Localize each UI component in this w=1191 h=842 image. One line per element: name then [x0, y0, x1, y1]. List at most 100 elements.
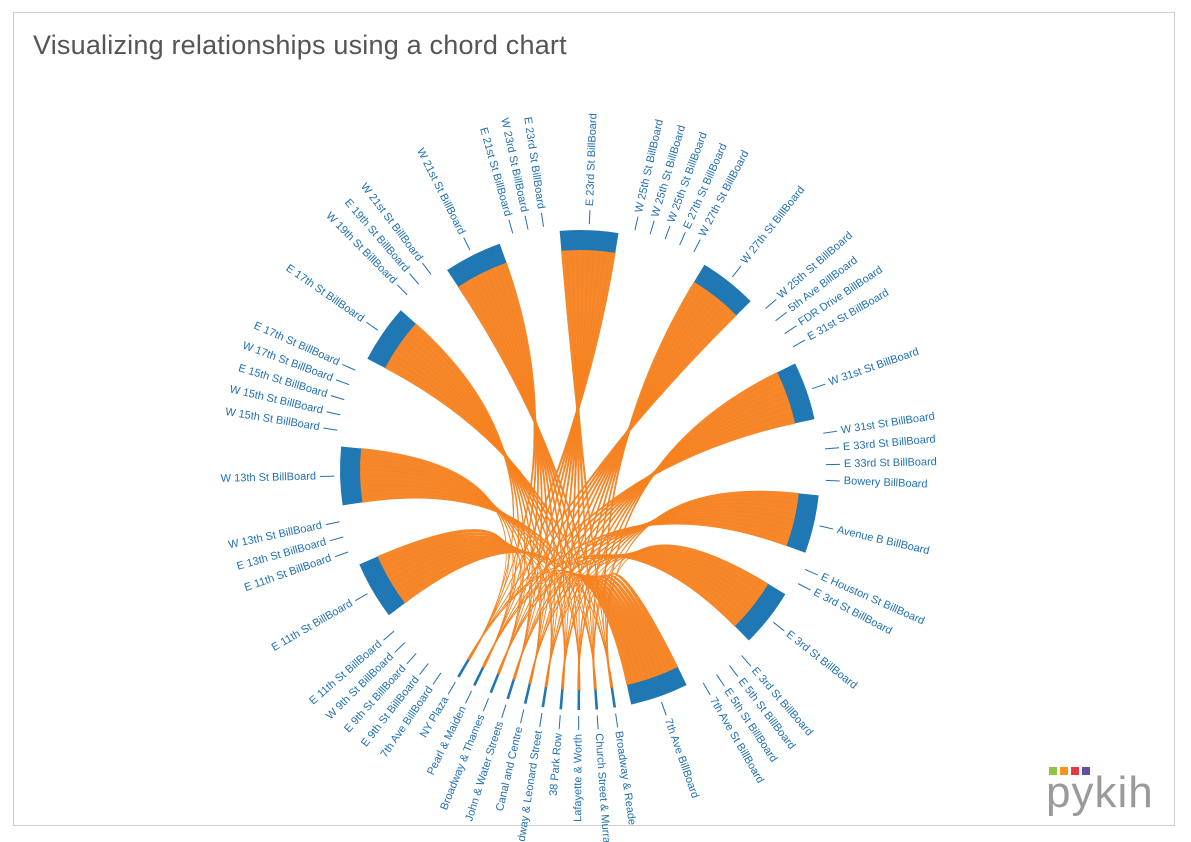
group-arc [559, 230, 619, 253]
logo-square-2 [1060, 767, 1068, 775]
group-tick [649, 220, 655, 235]
group-label: E 17th St BillBoard [284, 262, 367, 324]
group-label: Lafayette & Worth [572, 734, 584, 822]
group-tick [330, 395, 345, 401]
group-label: Avenue B BillBoard [836, 524, 931, 557]
group-tick [335, 379, 350, 386]
group-tick [540, 212, 545, 227]
group-tick [664, 225, 671, 240]
group-label: E 3rd St BillBoard [784, 629, 860, 692]
group-tick [520, 709, 525, 724]
group-arc [577, 689, 581, 710]
chart-title: Visualizing relationships using a chord … [33, 30, 567, 60]
group-arc [359, 556, 405, 616]
group-tick [329, 536, 344, 542]
group-label: W 27th St BillBoard [739, 184, 808, 266]
group-arc [559, 689, 564, 710]
group-arc [777, 363, 815, 424]
group-label: W 31st St BillBoard [827, 346, 920, 389]
group-tick [334, 551, 349, 558]
group-arc [506, 679, 515, 700]
group-tick [797, 583, 811, 591]
group-arc [786, 493, 819, 553]
group-label: W 21st St BillBoard [414, 146, 467, 236]
pykih-logo: pykih [1046, 763, 1166, 817]
group-tick [812, 383, 826, 390]
group-arc [626, 667, 687, 705]
group-arc [610, 687, 617, 708]
group-label: 38 Park Row [548, 733, 565, 797]
group-tick [679, 232, 686, 246]
group-tick [482, 698, 489, 712]
group-arc [489, 673, 500, 694]
group-tick [792, 339, 806, 348]
group-arc [594, 689, 599, 710]
group-tick [383, 630, 395, 641]
group-tick [588, 210, 591, 225]
group-tick [765, 299, 777, 309]
group-tick [524, 215, 529, 230]
group-tick [409, 273, 420, 285]
group-tick [702, 682, 711, 696]
group-tick [463, 237, 471, 251]
logo-square-3 [1071, 767, 1079, 775]
group-tick [326, 411, 341, 416]
group-arc [694, 264, 751, 316]
group-tick [825, 479, 840, 482]
group-tick [558, 715, 561, 730]
group-arc [523, 683, 531, 704]
group-arc [734, 583, 786, 641]
group-label: 7th Ave BillBoard [662, 717, 701, 800]
group-tick [406, 653, 417, 665]
group-tick [539, 712, 543, 727]
group-arc [473, 666, 485, 687]
group-arc [457, 659, 470, 678]
group-tick [365, 321, 378, 331]
group-tick [825, 447, 840, 450]
group-tick [661, 701, 667, 716]
group-label: Church Street & Murray [593, 733, 613, 842]
logo-square-4 [1082, 767, 1090, 775]
group-tick [804, 568, 819, 576]
group-tick [693, 239, 701, 253]
group-tick [465, 690, 473, 704]
group-label: E 23rd St BillBoard [584, 113, 600, 206]
group-label: W 13th St BillBoard [221, 470, 317, 484]
group-arcs [340, 230, 819, 710]
group-tick [432, 672, 442, 685]
group-tick [784, 325, 797, 335]
group-tick [823, 430, 838, 434]
group-tick [775, 311, 788, 322]
logo-text: pykih [1046, 768, 1154, 817]
group-tick [419, 663, 429, 675]
group-tick [325, 521, 340, 526]
group-label: E 33rd St BillBoard [843, 433, 937, 453]
group-tick [323, 427, 338, 431]
group-arc [340, 446, 363, 506]
logo-square-1 [1049, 767, 1057, 775]
chart-frame [13, 12, 1175, 826]
group-tick [447, 681, 456, 695]
group-tick [634, 216, 639, 231]
group-tick [596, 715, 599, 730]
group-tick [508, 219, 514, 234]
group-tick [741, 655, 752, 667]
group-tick [342, 363, 356, 371]
group-tick [501, 704, 507, 719]
group-tick [819, 525, 834, 530]
group-tick [731, 265, 742, 278]
group-label: Broadway & Reade [612, 730, 638, 826]
group-tick [355, 593, 368, 602]
group-tick [422, 262, 432, 275]
group-tick [729, 665, 739, 677]
group-label: E 33rd St BillBoard [844, 456, 937, 470]
group-label: E 11th St BillBoard [270, 597, 355, 653]
group-label: W 31st St BillBoard [840, 410, 935, 436]
group-tick [772, 621, 785, 632]
group-tick [397, 284, 408, 296]
group-tick [615, 713, 619, 728]
group-tick [716, 674, 725, 687]
ribbons [359, 249, 800, 691]
group-arc [367, 310, 416, 369]
